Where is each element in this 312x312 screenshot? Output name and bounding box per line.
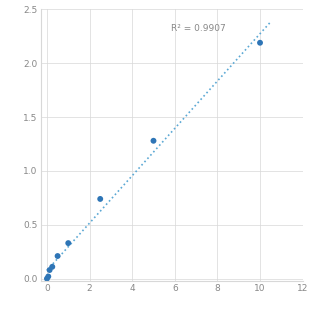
Point — [50, 264, 55, 269]
Point — [257, 40, 262, 45]
Point — [44, 276, 49, 281]
Point — [98, 197, 103, 202]
Point — [46, 274, 51, 279]
Point — [151, 138, 156, 143]
Point — [55, 254, 60, 259]
Text: R² = 0.9907: R² = 0.9907 — [171, 24, 225, 33]
Point — [47, 267, 52, 272]
Point — [66, 241, 71, 246]
